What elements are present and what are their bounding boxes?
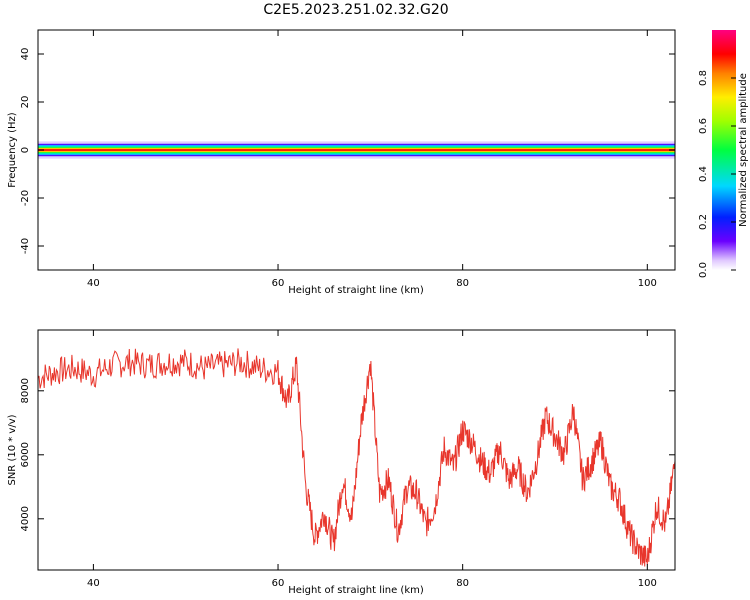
snr-series-line [37,348,676,567]
colorbar-gradient [712,30,736,270]
colorbar-tick-label: 0.6 [698,118,709,134]
spectrogram-panel: 40 60 80 100 -40 -20 0 20 40 Height of straight … [7,29,676,296]
snr-ylabel: SNR (10 * v/v) [7,414,18,485]
x-tick-label: 40 [87,578,100,589]
y-tick-label: -20 [20,190,31,206]
snr-ticks: 40 60 80 100 4000 6000 8000 [20,330,675,589]
y-tick-label: 20 [20,96,31,109]
colorbar-tick-label: 0.2 [698,214,709,230]
colorbar-tick-label: 0.0 [698,262,709,278]
colorbar-tick-label: 0.8 [698,70,709,86]
x-tick-label: 80 [456,578,469,589]
spectrogram-band [38,141,675,159]
y-tick-label: -40 [20,238,31,254]
snr-frame [37,329,676,571]
x-tick-label: 100 [638,578,657,589]
y-tick-label: 0 [20,147,31,153]
x-tick-label: 60 [272,278,285,289]
snr-xlabel: Height of straight line (km) [288,585,424,596]
band-layer [38,148,675,152]
x-tick-label: 80 [456,278,469,289]
snr-panel: 40 60 80 100 4000 6000 8000 Height of straight… [7,329,676,596]
y-tick-label: 8000 [20,378,31,403]
spectrogram-ylabel: Frequency (Hz) [7,112,18,188]
x-tick-label: 60 [272,578,285,589]
figure-title: C2E5.2023.251.02.32.G20 [263,2,448,18]
colorbar-tick-label: 0.4 [698,166,709,182]
y-tick-label: 4000 [20,506,31,531]
y-tick-label: 40 [20,48,31,61]
x-tick-label: 40 [87,278,100,289]
spectrogram-ticks: 40 60 80 100 -40 -20 0 20 40 [20,30,675,289]
colorbar: 0.0 0.2 0.4 0.6 0.8 Normalized spectral ampl… [698,30,749,278]
spectrogram-xlabel: Height of straight line (km) [288,285,424,296]
x-tick-label: 100 [638,278,657,289]
colorbar-label: Normalized spectral amplitude [738,73,749,227]
colorbar-ticks: 0.0 0.2 0.4 0.6 0.8 [698,70,736,278]
y-tick-label: 6000 [20,442,31,467]
